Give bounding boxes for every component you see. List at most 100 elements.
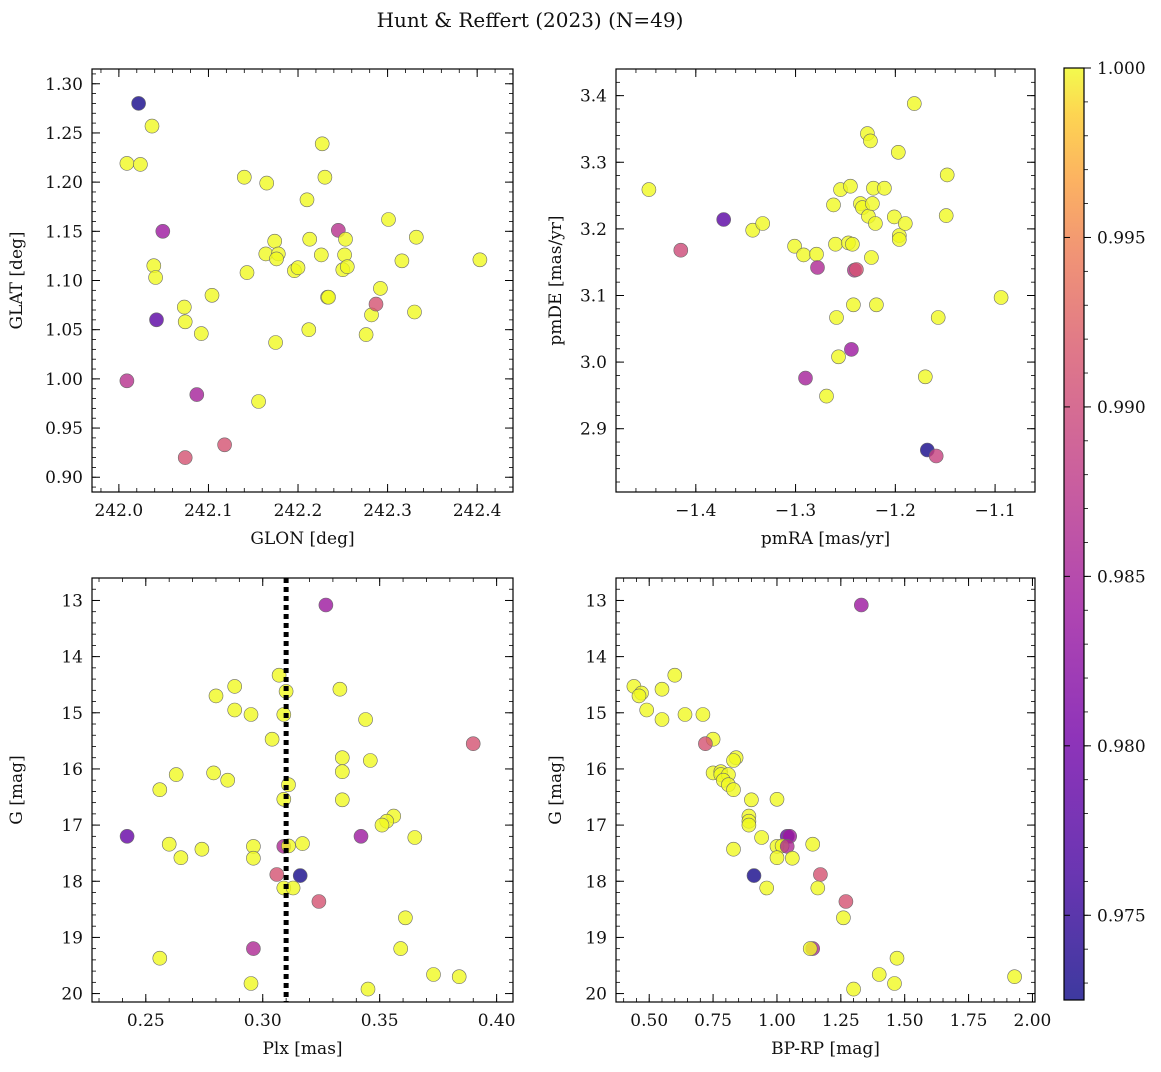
data-point: [149, 312, 164, 328]
data-point: [887, 976, 902, 991]
y-tick-label: 15: [61, 704, 83, 724]
data-point: [155, 224, 171, 239]
data-point: [641, 182, 657, 197]
data-point: [267, 233, 283, 249]
data-point: [784, 850, 800, 866]
y-tick-label: 17: [61, 816, 83, 836]
data-point: [295, 836, 310, 851]
data-point: [398, 910, 413, 926]
data-point: [829, 310, 844, 325]
data-point: [353, 828, 369, 844]
data-point: [917, 369, 933, 385]
data-point: [131, 96, 146, 111]
y-tick-label: 17: [585, 816, 607, 836]
panel-1: 242.0 242.1 242.2 242.3 242.4 0.90 0.95 1.00 1.0…: [7, 68, 514, 549]
data-point: [208, 688, 224, 704]
data-point: [133, 157, 148, 172]
data-point: [189, 387, 205, 402]
y-tick-label: 0.95: [45, 419, 83, 439]
data-point: [338, 231, 353, 247]
data-point: [802, 941, 818, 956]
data-point: [673, 242, 689, 258]
colorbar-tick-label: 1.000: [1097, 59, 1146, 79]
data-point: [993, 290, 1009, 305]
data-point: [667, 667, 683, 683]
data-point: [334, 764, 350, 780]
data-point: [1007, 969, 1022, 985]
data-point: [836, 910, 851, 926]
y-axis-label: GLAT [deg]: [7, 231, 27, 329]
data-point: [374, 817, 390, 833]
data-point: [810, 260, 825, 275]
data-point: [194, 326, 209, 341]
data-point: [698, 736, 713, 752]
data-point: [407, 304, 422, 320]
y-tick-label: 14: [585, 648, 607, 668]
data-point: [798, 370, 813, 386]
data-point: [217, 437, 232, 453]
panel-2: −1.4 −1.3 −1.2 −1.1 2.9 3.0 3.1 3.2 3.3 3.4 pmRA […: [546, 68, 1036, 549]
data-point: [227, 702, 242, 718]
data-point: [877, 180, 892, 196]
data-point: [746, 868, 762, 883]
data-point: [269, 251, 284, 267]
colorbar-tick-label: 0.975: [1097, 906, 1146, 926]
data-point: [332, 681, 348, 697]
data-points: [626, 597, 1022, 997]
x-tick-label: 1.50: [886, 1011, 924, 1031]
data-point: [864, 250, 879, 265]
data-point: [890, 145, 906, 160]
data-point: [853, 597, 869, 613]
y-tick-label: 1.10: [45, 272, 83, 292]
y-tick-label: 1.00: [45, 370, 83, 390]
panel-4: 0.50 0.75 1.00 1.25 1.50 1.75 2.00 13 14 15 16 17 18…: [546, 577, 1051, 1059]
data-point: [362, 753, 378, 768]
data-point: [269, 867, 285, 882]
axes-frame: [91, 577, 514, 1003]
x-tick-label: 242.0: [95, 501, 144, 521]
data-point: [654, 681, 670, 697]
data-point: [243, 707, 259, 722]
data-point: [451, 969, 467, 985]
data-point: [810, 880, 826, 896]
data-point: [716, 212, 732, 227]
x-tick-label: 1.00: [758, 1011, 796, 1031]
data-point: [465, 736, 481, 752]
data-point: [119, 828, 135, 844]
data-point: [639, 702, 655, 718]
data-point: [204, 287, 220, 303]
y-tick-label: 3.0: [580, 353, 607, 373]
data-point: [317, 169, 333, 185]
data-point: [805, 836, 821, 852]
data-point: [321, 289, 336, 305]
y-tick-label: 19: [61, 928, 83, 948]
data-point: [759, 880, 775, 896]
data-point: [358, 327, 374, 342]
data-point: [177, 314, 193, 330]
y-tick-label: 16: [585, 760, 607, 780]
data-point: [271, 667, 287, 683]
data-point: [863, 133, 878, 149]
y-tick-label: 2.9: [580, 420, 607, 440]
data-point: [426, 967, 441, 982]
data-point: [334, 750, 350, 766]
data-point: [152, 782, 168, 798]
data-point: [695, 707, 711, 722]
y-tick-label: 13: [61, 591, 83, 611]
data-point: [119, 156, 135, 171]
data-point: [849, 262, 864, 277]
data-point: [311, 894, 327, 909]
data-point: [313, 247, 329, 263]
data-point: [251, 394, 266, 409]
data-point: [177, 450, 193, 465]
data-point: [938, 208, 954, 223]
y-tick-label: 1.20: [45, 173, 83, 193]
data-point: [246, 941, 261, 956]
data-point: [838, 894, 854, 909]
data-point: [408, 229, 424, 245]
data-point: [843, 178, 858, 194]
data-point: [243, 976, 259, 991]
data-point: [302, 231, 318, 247]
x-tick-label: 0.50: [630, 1011, 668, 1031]
